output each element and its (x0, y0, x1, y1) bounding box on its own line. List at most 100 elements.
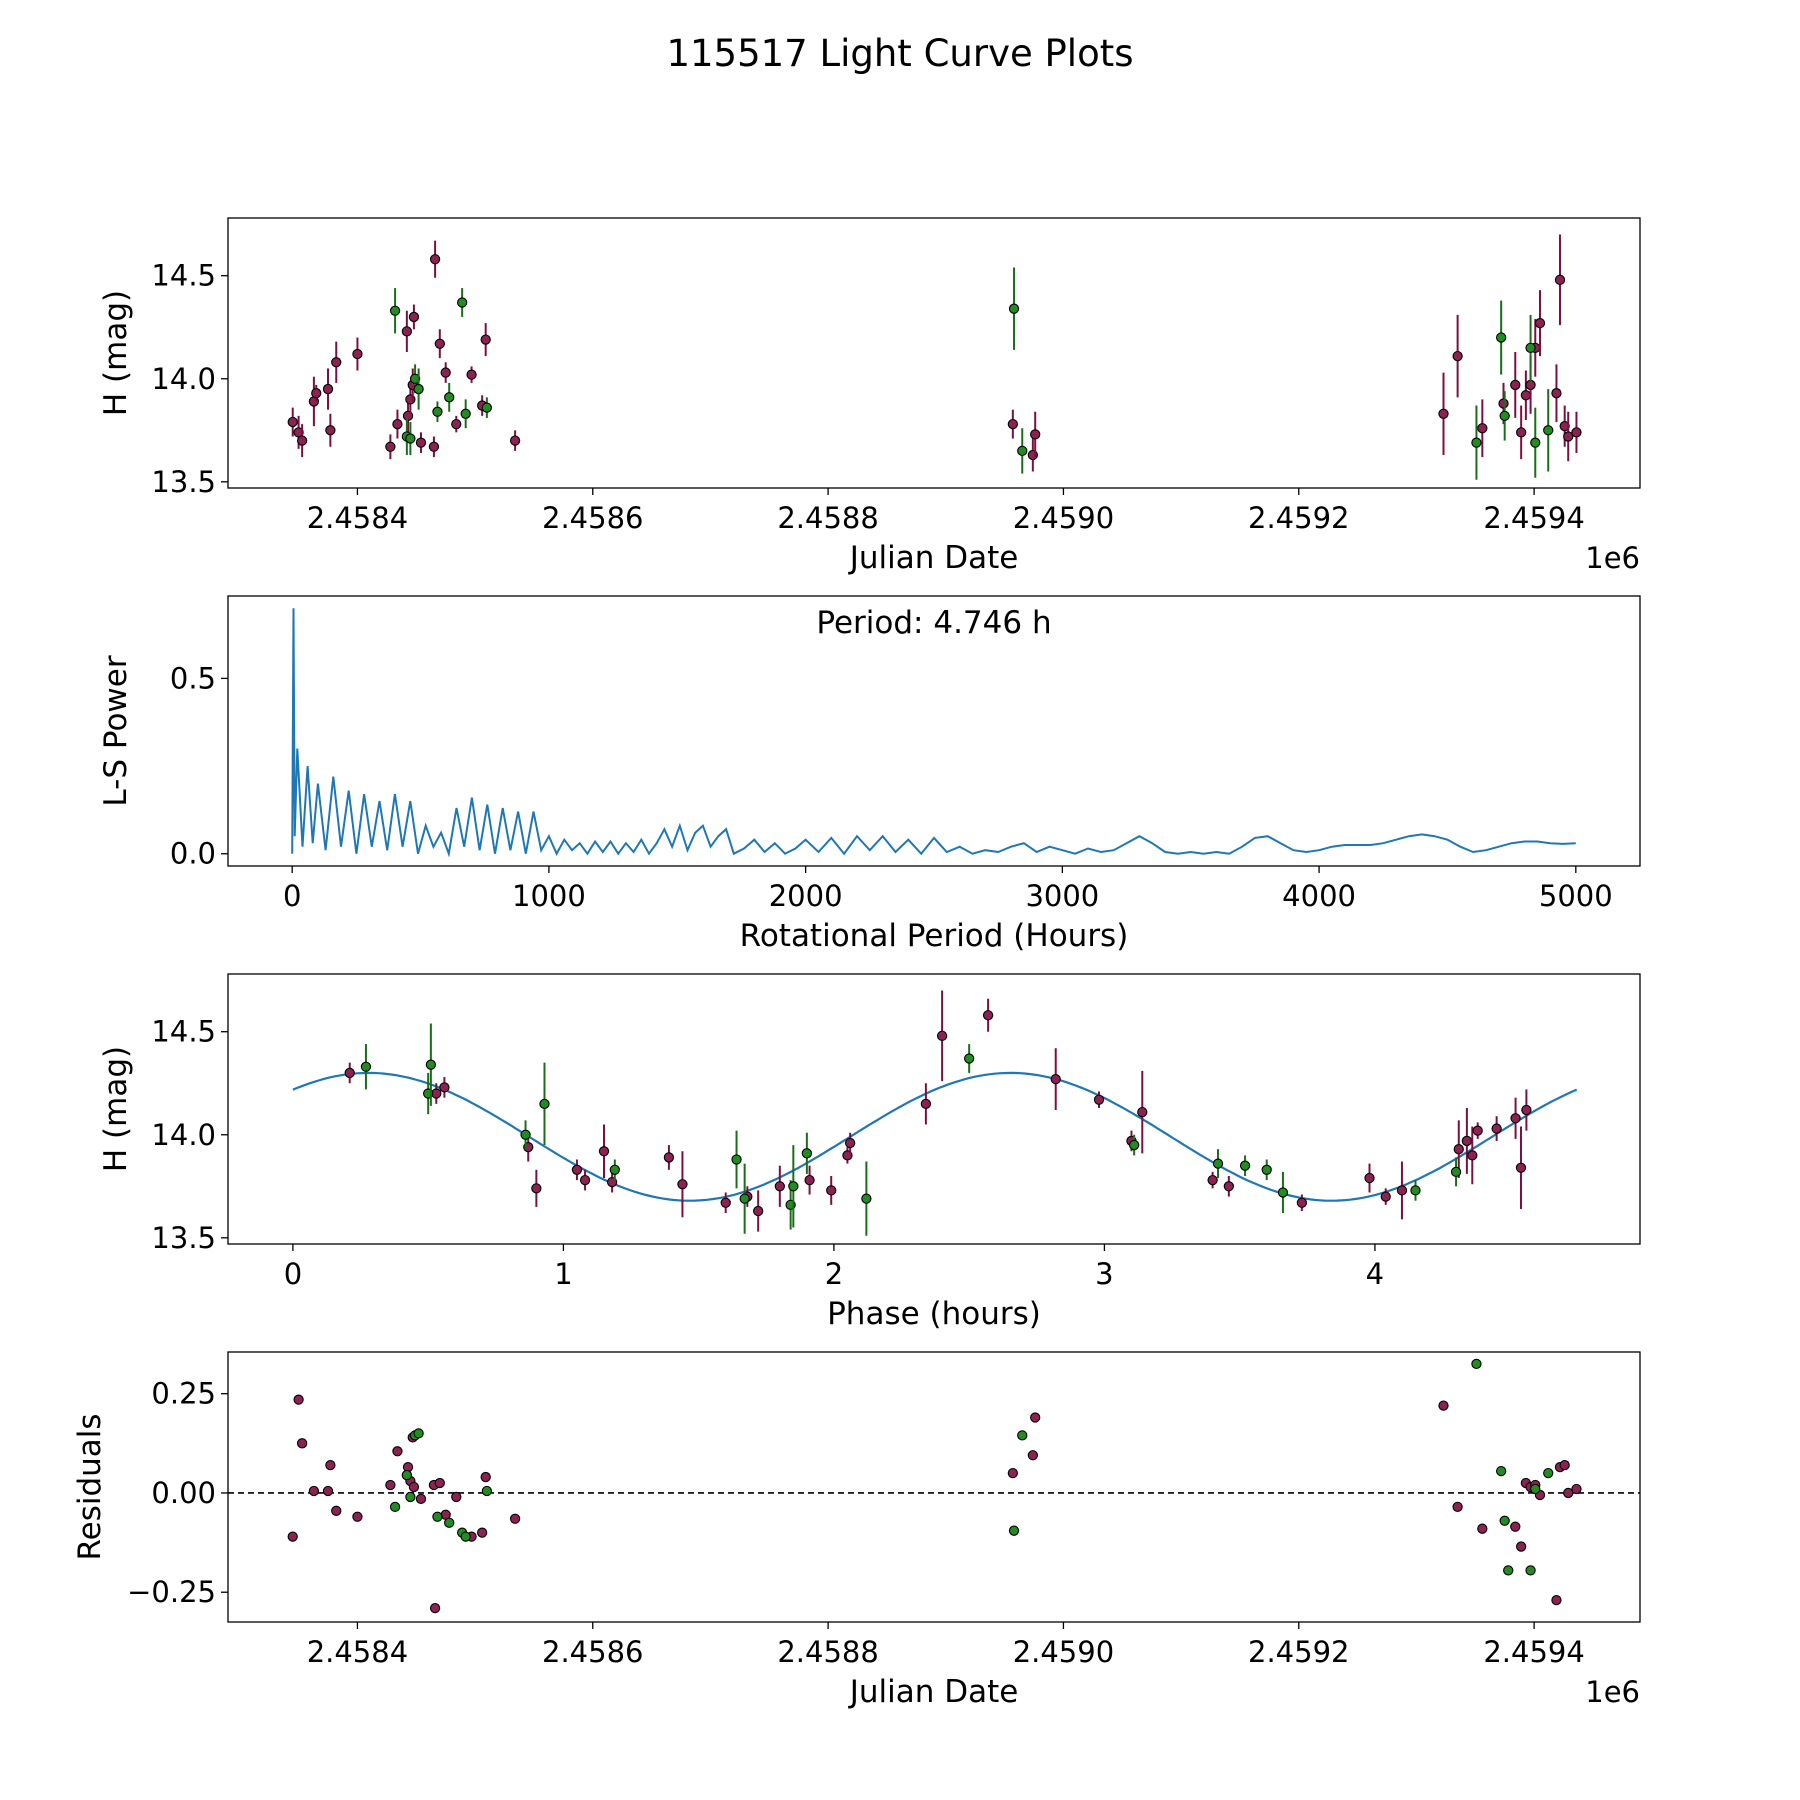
x-tick-label: 2.4590 (1013, 1635, 1114, 1669)
data-point-filter-g (405, 1491, 416, 1503)
data-point-filter-o (1050, 1073, 1061, 1085)
x-tick-label: 2.4584 (307, 1635, 408, 1669)
x-axis-label: Julian Date (848, 1674, 1019, 1710)
data-point-filter-o (434, 338, 445, 349)
data-point-filter-g (457, 297, 468, 308)
data-point-filter-g (460, 1531, 471, 1542)
y-tick-label: 14.0 (151, 1118, 216, 1152)
data-point-filter-o (1477, 1523, 1488, 1534)
data-point-filter-o (1452, 1501, 1463, 1513)
x-axis-label: Phase (hours) (827, 1296, 1041, 1332)
data-point-filter-o-late (1510, 379, 1521, 391)
data-point-filter-o (415, 437, 427, 448)
data-point-filter-o (509, 1513, 521, 1524)
data-point-filter-o (1510, 1113, 1521, 1124)
x-tick-label: 0 (283, 879, 301, 913)
data-point-filter-g (1499, 1515, 1510, 1526)
x-tick-label: 2.4592 (1248, 501, 1349, 535)
axes-frame (227, 217, 1641, 489)
panel-light-curve: 2.4584 2.4586 2.4588 2.4590 2.4592 2.4594 13.5… (98, 217, 1641, 576)
data-point-filter-g (739, 1193, 750, 1204)
period-annotation: Period: 4.746 h (816, 605, 1051, 641)
data-point-filter-g (861, 1193, 872, 1204)
periodogram-line (291, 608, 1576, 858)
data-point-filter-o (325, 425, 336, 436)
data-point-filter-g (1471, 1358, 1482, 1370)
data-point-filter-g (413, 383, 424, 395)
data-point-filter-o (385, 441, 396, 452)
data-point-filter-o (936, 1030, 948, 1041)
model-curve (292, 1071, 1578, 1202)
x-tick-label: 1000 (512, 879, 586, 913)
data-point-filter-o (415, 1493, 427, 1505)
data-point-filter-o (434, 1477, 445, 1489)
data-point-filter-o (753, 1205, 764, 1217)
data-point-filter-o (480, 334, 491, 345)
y-axis-label: H (mag) (98, 290, 134, 416)
data-point-filter-g (1239, 1160, 1251, 1171)
data-point-filter-o (392, 418, 403, 430)
data-point-filter-o (352, 1511, 363, 1522)
y-axis-label: L-S Power (98, 655, 134, 806)
x-tick-label: 4 (1366, 1257, 1384, 1291)
data-point-filter-o (1467, 1150, 1478, 1161)
data-point-filter-g (1410, 1185, 1421, 1196)
data-point-filter-o-late (1452, 350, 1463, 362)
data-point-filter-o (1364, 1172, 1375, 1184)
data-point-filter-g (1017, 445, 1028, 457)
data-point-filter-g (1017, 1430, 1028, 1441)
data-point-filter-o (1438, 1400, 1449, 1411)
data-point-filter-g (1496, 1465, 1507, 1477)
data-point-filter-g (801, 1148, 813, 1159)
data-point-filter-o (1027, 1450, 1038, 1461)
data-point-filter-o (322, 383, 334, 395)
data-point-filter-o (440, 367, 451, 378)
data-point-filter-o (677, 1179, 688, 1190)
plot-area (287, 234, 1582, 480)
data-point-filter-g (520, 1129, 531, 1140)
data-point-filter-o (322, 1485, 334, 1497)
y-tick-label: 13.5 (151, 465, 216, 499)
data-point-filter-g (425, 1059, 437, 1070)
data-point-filter-o (1453, 1144, 1464, 1155)
data-point-filter-o (1380, 1191, 1391, 1202)
data-point-filter-o (1559, 1460, 1570, 1471)
data-point-filter-o (774, 1181, 785, 1192)
data-point-filter-o (1571, 1483, 1582, 1495)
data-point-filter-o (352, 348, 363, 360)
x-axis-label: Rotational Period (Hours) (740, 918, 1129, 954)
x-tick-label: 2.4588 (777, 501, 878, 535)
x-axis-label: Julian Date (848, 540, 1019, 576)
x-tick-label: 3000 (1025, 879, 1099, 913)
data-point-filter-o (1563, 1487, 1574, 1499)
data-point-filter-o (392, 1446, 403, 1457)
data-point-filter-o (1510, 1521, 1521, 1532)
data-point-filter-o (293, 1394, 304, 1405)
data-point-filter-o-late (1559, 421, 1570, 432)
x-tick-label: 2.4594 (1483, 501, 1584, 535)
data-point-filter-o-late (1551, 388, 1562, 399)
data-point-filter-g (460, 408, 471, 419)
x-tick-label: 2.4588 (777, 1635, 878, 1669)
data-point-filter-o (826, 1185, 837, 1196)
data-point-filter-g (405, 433, 416, 444)
data-point-filter-o (1007, 1467, 1018, 1479)
data-point-filter-o (325, 1460, 336, 1471)
data-point-filter-g (1261, 1164, 1272, 1175)
plot-area (228, 1358, 1640, 1614)
data-point-filter-o (1521, 1104, 1532, 1116)
data-point-filter-g (481, 402, 493, 413)
data-point-filter-o (509, 435, 521, 446)
x-offset-label: 1e6 (1585, 1675, 1640, 1709)
data-point-filter-g (1496, 332, 1507, 343)
x-tick-label: 2.4590 (1013, 501, 1114, 535)
data-point-filter-o-late (1554, 274, 1566, 285)
axes-frame (227, 595, 1641, 867)
x-tick-label: 2.4586 (542, 501, 643, 535)
data-point-filter-g (609, 1164, 620, 1175)
data-point-filter-g (1525, 1565, 1536, 1576)
data-point-filter-o (429, 1602, 441, 1614)
x-tick-label: 5000 (1539, 879, 1613, 913)
y-tick-label: 0.00 (151, 1476, 216, 1510)
